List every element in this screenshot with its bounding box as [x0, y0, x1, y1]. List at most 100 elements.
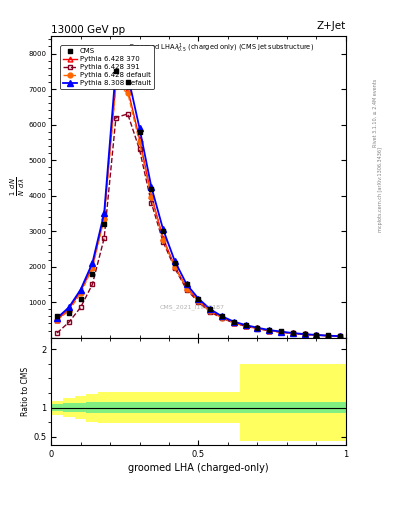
Pythia 6.428 default	[114, 82, 118, 89]
CMS	[313, 331, 320, 339]
Pythia 6.428 default	[302, 331, 307, 337]
CMS	[290, 329, 296, 337]
Y-axis label: $\frac{1}{N}\,\frac{dN}{d\lambda}$: $\frac{1}{N}\,\frac{dN}{d\lambda}$	[9, 177, 27, 197]
CMS	[89, 270, 95, 278]
Pythia 8.308 default	[208, 306, 213, 312]
Pythia 8.308 default	[326, 332, 331, 338]
Pythia 6.428 391	[208, 309, 213, 315]
CMS	[207, 305, 213, 313]
Pythia 6.428 default	[184, 286, 189, 292]
Pythia 6.428 370	[184, 285, 189, 291]
Pythia 6.428 370	[326, 333, 331, 339]
CMS	[278, 327, 284, 335]
Line: Pythia 6.428 default: Pythia 6.428 default	[55, 83, 342, 339]
Pythia 8.308 default	[279, 329, 283, 335]
Pythia 8.308 default	[90, 260, 95, 266]
Pythia 6.428 391	[196, 299, 201, 305]
CMS	[254, 324, 261, 332]
Pythia 6.428 default	[255, 326, 260, 332]
X-axis label: groomed LHA (charged-only): groomed LHA (charged-only)	[128, 463, 269, 474]
Pythia 8.308 default	[125, 72, 130, 78]
CMS	[325, 331, 331, 339]
Pythia 6.428 370	[231, 319, 236, 326]
Pythia 6.428 391	[338, 333, 342, 339]
Text: Z+Jet: Z+Jet	[317, 22, 346, 31]
Y-axis label: Ratio to CMS: Ratio to CMS	[21, 367, 30, 416]
Legend: CMS, Pythia 6.428 370, Pythia 6.428 391, Pythia 6.428 default, Pythia 8.308 defa: CMS, Pythia 6.428 370, Pythia 6.428 391,…	[61, 46, 154, 89]
Line: Pythia 6.428 370: Pythia 6.428 370	[55, 79, 342, 339]
CMS	[337, 332, 343, 340]
Pythia 8.308 default	[338, 333, 342, 339]
Pythia 8.308 default	[102, 210, 107, 217]
Pythia 6.428 default	[149, 195, 154, 201]
Pythia 6.428 default	[161, 237, 165, 243]
Pythia 6.428 370	[149, 193, 154, 199]
CMS	[54, 312, 60, 321]
CMS	[136, 127, 143, 136]
Pythia 6.428 370	[137, 136, 142, 142]
Pythia 6.428 391	[137, 146, 142, 153]
Pythia 6.428 370	[290, 330, 295, 336]
Pythia 6.428 391	[279, 329, 283, 335]
Text: Rivet 3.1.10, ≥ 2.4M events: Rivet 3.1.10, ≥ 2.4M events	[373, 78, 378, 147]
Pythia 6.428 391	[290, 330, 295, 336]
Pythia 6.428 391	[220, 315, 224, 321]
Pythia 6.428 391	[314, 332, 319, 338]
Pythia 8.308 default	[255, 325, 260, 331]
Pythia 6.428 370	[173, 264, 177, 270]
Pythia 8.308 default	[161, 226, 165, 232]
Pythia 6.428 default	[55, 317, 59, 323]
Line: Pythia 8.308 default: Pythia 8.308 default	[54, 65, 343, 339]
Pythia 6.428 370	[220, 314, 224, 321]
CMS	[160, 227, 166, 235]
CMS	[301, 330, 308, 338]
Pythia 6.428 default	[66, 308, 71, 314]
CMS	[184, 280, 190, 288]
Pythia 6.428 default	[290, 330, 295, 336]
Pythia 6.428 default	[137, 139, 142, 145]
Pythia 6.428 370	[302, 331, 307, 337]
Pythia 6.428 default	[326, 333, 331, 339]
Text: mcplots.cern.ch [arXiv:1306.3436]: mcplots.cern.ch [arXiv:1306.3436]	[378, 147, 383, 232]
Pythia 6.428 370	[338, 333, 342, 339]
Pythia 6.428 391	[302, 331, 307, 337]
Pythia 6.428 391	[114, 115, 118, 121]
Pythia 6.428 default	[125, 90, 130, 96]
Pythia 6.428 391	[55, 330, 59, 336]
Pythia 6.428 391	[267, 328, 272, 334]
Pythia 6.428 391	[326, 333, 331, 339]
Pythia 8.308 default	[302, 331, 307, 337]
Pythia 6.428 391	[173, 265, 177, 271]
Pythia 6.428 370	[243, 323, 248, 329]
Pythia 8.308 default	[231, 318, 236, 325]
Pythia 6.428 default	[338, 333, 342, 339]
Pythia 6.428 default	[231, 320, 236, 326]
Pythia 6.428 default	[267, 328, 272, 334]
Pythia 8.308 default	[149, 184, 154, 190]
Pythia 8.308 default	[66, 305, 71, 311]
Pythia 8.308 default	[173, 258, 177, 264]
Pythia 8.308 default	[196, 295, 201, 302]
Pythia 6.428 370	[78, 288, 83, 294]
Pythia 6.428 391	[243, 323, 248, 329]
Pythia 6.428 391	[66, 319, 71, 326]
CMS	[113, 67, 119, 75]
Pythia 6.428 391	[102, 235, 107, 241]
Pythia 6.428 default	[90, 265, 95, 271]
Pythia 8.308 default	[267, 327, 272, 333]
Text: CMS_2021_I1920187: CMS_2021_I1920187	[160, 305, 225, 310]
Line: Pythia 6.428 391: Pythia 6.428 391	[55, 112, 342, 339]
Pythia 6.428 default	[220, 315, 224, 321]
Pythia 8.308 default	[55, 315, 59, 321]
Pythia 6.428 default	[196, 298, 201, 304]
CMS	[219, 312, 225, 321]
Pythia 6.428 default	[208, 308, 213, 314]
Text: Groomed LHA$\lambda^{1}_{0.5}$ (charged only) (CMS jet substructure): Groomed LHA$\lambda^{1}_{0.5}$ (charged …	[128, 42, 314, 55]
CMS	[231, 317, 237, 326]
CMS	[148, 184, 154, 193]
Pythia 6.428 370	[255, 325, 260, 331]
Pythia 8.308 default	[184, 281, 189, 287]
Pythia 6.428 370	[114, 79, 118, 85]
Pythia 6.428 391	[161, 239, 165, 245]
Pythia 6.428 391	[149, 200, 154, 206]
